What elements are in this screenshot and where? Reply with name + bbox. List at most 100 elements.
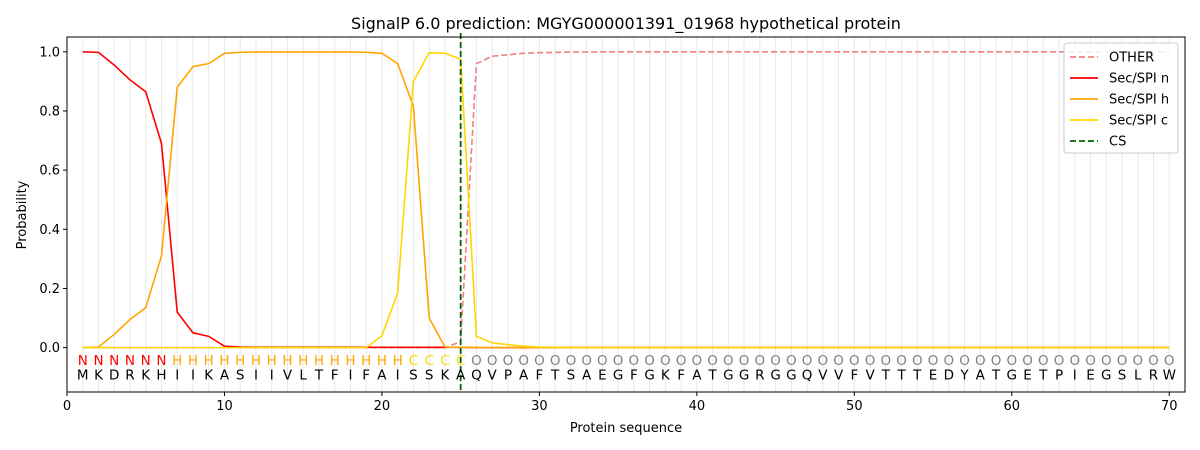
- residue-letter: S: [425, 367, 434, 383]
- residue-letter: I: [191, 367, 195, 383]
- residue-letter: T: [881, 367, 891, 383]
- region-label: O: [550, 353, 561, 369]
- region-label: O: [534, 353, 545, 369]
- residue-letter: F: [536, 367, 544, 383]
- residue-letter: K: [94, 367, 104, 383]
- region-label: O: [975, 353, 986, 369]
- region-label: H: [361, 353, 371, 369]
- legend-label: CS: [1109, 135, 1126, 150]
- region-label: N: [109, 353, 119, 369]
- position-gridlines: [82, 37, 1170, 392]
- region-label: C: [456, 353, 465, 369]
- residue-letter: I: [254, 367, 258, 383]
- residue-letter: T: [896, 367, 906, 383]
- region-label: H: [345, 353, 355, 369]
- residue-letter: G: [786, 367, 796, 383]
- region-label: O: [1085, 353, 1096, 369]
- residue-letter: D: [944, 367, 954, 383]
- region-label: H: [172, 353, 182, 369]
- residue-letter: A: [692, 367, 702, 383]
- y-tick-label: 0.2: [39, 282, 60, 297]
- region-label: H: [219, 353, 229, 369]
- region-label: N: [156, 353, 166, 369]
- y-axis-label: Probability: [15, 180, 30, 249]
- residue-letter: K: [204, 367, 214, 383]
- region-label: O: [629, 353, 640, 369]
- residue-letter: S: [236, 367, 245, 383]
- y-tick-label: 0.8: [39, 104, 60, 119]
- region-label: O: [1117, 353, 1128, 369]
- region-label: O: [692, 353, 703, 369]
- residue-letter: G: [770, 367, 780, 383]
- region-label: O: [1054, 353, 1065, 369]
- legend-label: Sec/SPI c: [1109, 114, 1168, 129]
- region-label: O: [707, 353, 718, 369]
- region-label: O: [1132, 353, 1143, 369]
- region-label: O: [896, 353, 907, 369]
- x-axis-label: Protein sequence: [570, 421, 682, 436]
- region-label: O: [723, 353, 734, 369]
- region-label: H: [204, 353, 214, 369]
- residue-letter: G: [739, 367, 749, 383]
- chart-title: SignalP 6.0 prediction: MGYG000001391_01…: [351, 14, 901, 34]
- residue-letter: A: [519, 367, 529, 383]
- y-tick-label: 0.6: [39, 164, 60, 179]
- region-label: O: [1164, 353, 1175, 369]
- residue-letter: L: [299, 367, 307, 383]
- residue-letter: K: [661, 367, 671, 383]
- x-tick-label: 10: [216, 399, 233, 414]
- region-label: H: [282, 353, 292, 369]
- region-label: O: [818, 353, 829, 369]
- residue-letter: L: [1134, 367, 1142, 383]
- residue-letter: G: [644, 367, 654, 383]
- y-tick-label: 1.0: [39, 45, 60, 60]
- residue-letter: I: [348, 367, 352, 383]
- region-label: O: [943, 353, 954, 369]
- region-label: O: [1069, 353, 1080, 369]
- plot-frame: [66, 36, 1186, 393]
- residue-letter: T: [314, 367, 324, 383]
- data-series: [82, 33, 1170, 392]
- region-label: O: [786, 353, 797, 369]
- region-label: O: [471, 353, 482, 369]
- region-label: O: [487, 353, 498, 369]
- residue-letter: F: [677, 367, 685, 383]
- residue-letter: V: [818, 367, 828, 383]
- residue-letter: M: [77, 367, 89, 383]
- region-label: O: [518, 353, 529, 369]
- residue-letter: V: [488, 367, 498, 383]
- residue-letter: A: [220, 367, 230, 383]
- residue-letter: K: [440, 367, 450, 383]
- x-tick-label: 40: [689, 399, 706, 414]
- region-label: O: [849, 353, 860, 369]
- residue-letter: A: [456, 367, 466, 383]
- legend-label: OTHER: [1109, 51, 1154, 66]
- region-label: O: [1101, 353, 1112, 369]
- residue-letter: I: [396, 367, 400, 383]
- region-label: O: [613, 353, 624, 369]
- residue-letter: S: [1118, 367, 1127, 383]
- region-label: O: [581, 353, 592, 369]
- residue-letter: P: [1055, 367, 1063, 383]
- residue-letter: F: [850, 367, 858, 383]
- residue-letter: I: [1073, 367, 1077, 383]
- residue-letter: T: [1038, 367, 1048, 383]
- residue-letter: P: [504, 367, 512, 383]
- residue-letter: D: [109, 367, 119, 383]
- residue-letter: T: [707, 367, 717, 383]
- series-line-sec-spi-c: [82, 51, 1170, 349]
- region-label: O: [865, 353, 876, 369]
- region-label: H: [330, 353, 340, 369]
- series-line-sec-spi-n: [82, 50, 1170, 349]
- residue-letter: R: [1149, 367, 1158, 383]
- residue-letter: A: [976, 367, 986, 383]
- region-label: H: [267, 353, 277, 369]
- legend-label: Sec/SPI h: [1109, 93, 1169, 108]
- x-axis: 0 10 20 30 40 50 60 70: [63, 392, 1178, 414]
- residue-letter: H: [156, 367, 166, 383]
- region-label: C: [409, 353, 418, 369]
- region-label: O: [1148, 353, 1159, 369]
- residue-letter: G: [1101, 367, 1111, 383]
- y-axis: 0.0 0.2 0.4 0.6 0.8 1.0: [39, 45, 67, 356]
- region-label: N: [125, 353, 135, 369]
